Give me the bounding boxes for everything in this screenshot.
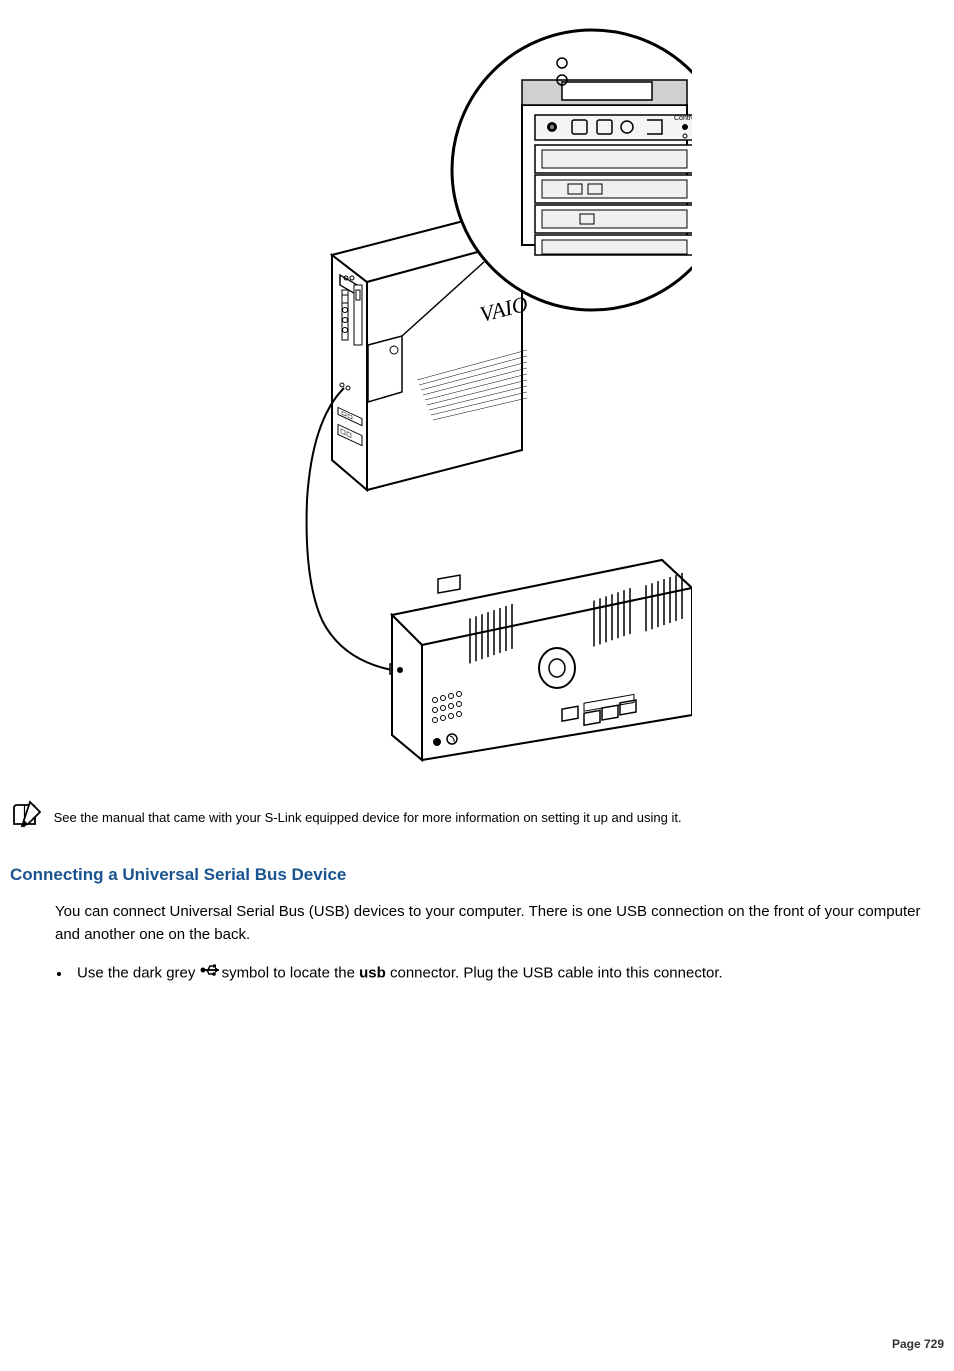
bullet-item: Use the dark grey symbol to locate the u… [72, 962, 954, 986]
svg-text:Control: Control [674, 115, 692, 122]
slink-diagram: VAIO [262, 20, 692, 770]
bullet-bold-word: usb [359, 965, 386, 982]
bullet-pre-text: Use the dark grey [77, 965, 200, 982]
note-text: See the manual that came with your S-Lin… [54, 810, 682, 825]
section-paragraph: You can connect Universal Serial Bus (US… [0, 901, 954, 946]
note-row: See the manual that came with your S-Lin… [0, 800, 954, 837]
note-pencil-icon [10, 800, 44, 837]
external-device-group [392, 560, 692, 760]
section-heading: Connecting a Universal Serial Bus Device [0, 862, 954, 888]
page-number: Page 729 [892, 1335, 944, 1353]
bullet-list: Use the dark grey symbol to locate the u… [0, 962, 954, 986]
bullet-post-text: symbol to locate the [222, 965, 360, 982]
bullet-end-text: connector. Plug the USB cable into this … [386, 965, 723, 982]
figure-container: VAIO [0, 20, 954, 770]
usb-icon [200, 962, 222, 986]
